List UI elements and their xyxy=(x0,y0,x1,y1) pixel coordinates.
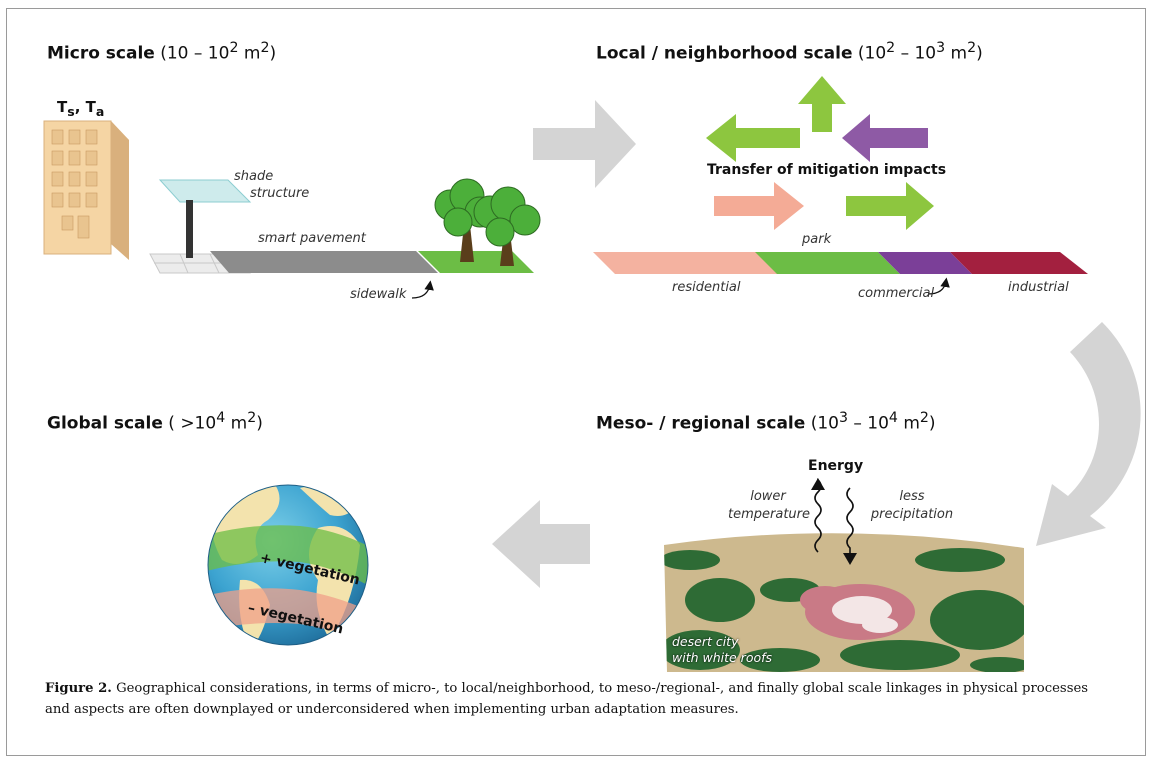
sidewalk-label: sidewalk xyxy=(350,287,407,302)
temp-sep: , T xyxy=(74,98,96,116)
caption-label: Figure 2. xyxy=(45,681,112,696)
arrow-local-to-meso xyxy=(1036,322,1141,546)
micro-scale-title: Micro scale xyxy=(47,43,155,64)
shade-structure-label: shade structure xyxy=(234,168,309,202)
energy-label: Energy xyxy=(808,458,864,474)
arrow-meso-to-global xyxy=(492,500,590,588)
figure-caption: Figure 2. Geographical considerations, i… xyxy=(45,678,1115,720)
up-arrow xyxy=(798,76,846,132)
temperature-label: Ts, Ta xyxy=(57,98,104,119)
industrial-zone xyxy=(950,252,1088,274)
less-precipitation-label: less precipitation xyxy=(862,488,962,524)
sidewalk-pointer-arrow xyxy=(411,280,434,299)
meso-exp-b: 4 xyxy=(888,410,898,426)
park-label: park xyxy=(802,232,832,247)
local-exp-b: 3 xyxy=(936,40,946,56)
transfer-label: Transfer of mitigation impacts xyxy=(707,162,947,178)
building xyxy=(43,120,129,260)
smart-pavement-label: smart pavement xyxy=(258,231,366,246)
desert-city-map xyxy=(664,533,1024,672)
left-arrow-green xyxy=(706,114,800,162)
city-label-line2: with white roofs xyxy=(672,650,773,665)
commercial-pointer-arrow xyxy=(927,277,950,295)
global-exp-u: 2 xyxy=(247,410,257,426)
residential-label: residential xyxy=(672,280,741,295)
micro-exp1: 2 xyxy=(229,40,239,56)
right-arrow-salmon xyxy=(714,182,804,230)
shade-structure xyxy=(158,179,252,258)
meso-exp-a: 3 xyxy=(838,410,848,426)
micro-scale-heading: Micro scale (10 – 102 m2) xyxy=(47,40,276,64)
city-label-line1: desert city xyxy=(672,634,739,649)
industrial-label: industrial xyxy=(1008,280,1069,295)
left-arrow-purple xyxy=(842,114,928,162)
less-precip-line1: less xyxy=(899,489,925,504)
global-scale-title: Global scale xyxy=(47,413,163,434)
micro-range: (10 – 10 xyxy=(160,43,230,64)
residential-zone xyxy=(593,252,782,274)
micro-unit: m xyxy=(238,43,261,64)
commercial-label: commercial xyxy=(858,286,935,301)
local-range-b: – 10 xyxy=(895,43,937,64)
global-exp-a: 4 xyxy=(216,410,226,426)
local-range-a: (10 xyxy=(857,43,887,64)
right-arrow-green xyxy=(846,182,934,230)
local-scale-heading: Local / neighborhood scale (102 – 103 m2… xyxy=(596,40,983,64)
global-range-a: ( >10 xyxy=(168,413,217,434)
shade-label-line1: shade xyxy=(234,169,274,184)
micro-exp2: 2 xyxy=(260,40,270,56)
lower-temperature-label: lower temperature xyxy=(728,488,810,524)
smart-pavement xyxy=(210,251,438,273)
local-unit: m xyxy=(945,43,968,64)
global-unit: m xyxy=(225,413,248,434)
arrow-micro-to-local xyxy=(533,100,636,188)
energy-up-arrow xyxy=(814,478,822,553)
less-precip-line2: precipitation xyxy=(870,507,954,522)
meso-exp-u: 2 xyxy=(919,410,929,426)
micro-scale-illustration xyxy=(43,120,541,299)
temp-sub-s: s xyxy=(67,104,75,119)
meso-close: ) xyxy=(928,413,936,434)
meso-scale-title: Meso- / regional scale xyxy=(596,413,806,434)
global-close: ) xyxy=(256,413,263,434)
local-exp-a: 2 xyxy=(886,40,896,56)
micro-close: ) xyxy=(269,43,277,64)
caption-text: Geographical considerations, in terms of… xyxy=(45,681,1089,717)
meso-range-a: (10 xyxy=(810,413,839,434)
local-scale-illustration xyxy=(593,76,1088,295)
local-close: ) xyxy=(976,43,983,64)
meso-unit: m xyxy=(897,413,920,434)
lower-temp-line2: temperature xyxy=(728,507,810,522)
temp-sub-a: a xyxy=(95,104,105,119)
lower-temp-line1: lower xyxy=(750,489,786,504)
local-scale-title: Local / neighborhood scale xyxy=(596,43,853,64)
meso-range-b: – 10 xyxy=(847,413,889,434)
energy-down-arrowhead xyxy=(843,553,857,565)
trees xyxy=(434,178,541,266)
figure-frame xyxy=(6,8,1146,756)
desert-city-label: desert city with white roofs xyxy=(672,634,772,666)
temp-t: T xyxy=(57,98,68,116)
energy-up-arrowhead xyxy=(811,478,825,490)
park-zone xyxy=(755,252,900,274)
commercial-zone xyxy=(878,252,972,274)
grass-patch xyxy=(418,251,534,273)
meso-scale-illustration xyxy=(664,478,1024,672)
meso-scale-heading: Meso- / regional scale (103 – 104 m2) xyxy=(596,410,936,434)
global-scale-heading: Global scale ( >104 m2) xyxy=(47,410,263,434)
shade-label-line2: structure xyxy=(250,186,310,201)
energy-down-arrow xyxy=(846,487,854,556)
local-exp-u: 2 xyxy=(967,40,977,56)
